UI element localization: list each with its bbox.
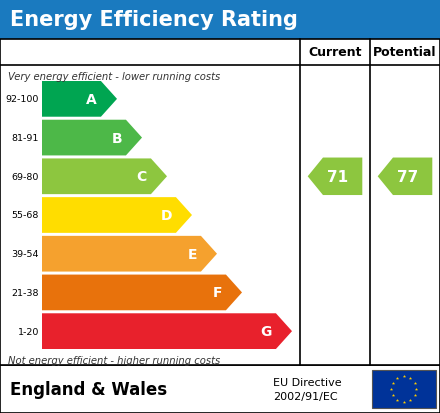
Text: 55-68: 55-68 (11, 211, 39, 220)
Text: 71: 71 (327, 169, 348, 184)
Text: 1-20: 1-20 (18, 327, 39, 336)
Polygon shape (42, 275, 242, 311)
Polygon shape (308, 158, 362, 196)
Text: 2002/91/EC: 2002/91/EC (273, 391, 337, 401)
Text: 92-100: 92-100 (6, 95, 39, 104)
Text: 21-38: 21-38 (11, 288, 39, 297)
Polygon shape (378, 158, 432, 196)
Text: 81-91: 81-91 (11, 134, 39, 143)
Text: B: B (111, 131, 122, 145)
Text: 69-80: 69-80 (11, 172, 39, 181)
Text: Very energy efficient - lower running costs: Very energy efficient - lower running co… (8, 72, 220, 82)
Bar (0, 40, 440, 365)
Polygon shape (42, 121, 142, 156)
Text: EU Directive: EU Directive (273, 377, 341, 387)
Polygon shape (42, 82, 117, 117)
Text: Energy Efficiency Rating: Energy Efficiency Rating (10, 10, 298, 30)
Text: England & Wales: England & Wales (10, 380, 167, 398)
Bar (372, 370, 436, 408)
Text: D: D (161, 209, 172, 223)
Polygon shape (42, 313, 292, 349)
Text: Current: Current (308, 46, 362, 59)
Text: Not energy efficient - higher running costs: Not energy efficient - higher running co… (8, 355, 220, 366)
Polygon shape (42, 198, 192, 233)
Text: E: E (187, 247, 197, 261)
Text: G: G (260, 324, 272, 338)
Bar (0, 365, 440, 413)
Text: A: A (86, 93, 97, 107)
Polygon shape (42, 236, 217, 272)
Bar (0, 0, 440, 40)
Text: 39-54: 39-54 (11, 249, 39, 259)
Polygon shape (42, 159, 167, 195)
Text: Potential: Potential (373, 46, 437, 59)
Text: C: C (137, 170, 147, 184)
Text: 77: 77 (397, 169, 418, 184)
Text: F: F (213, 286, 222, 300)
